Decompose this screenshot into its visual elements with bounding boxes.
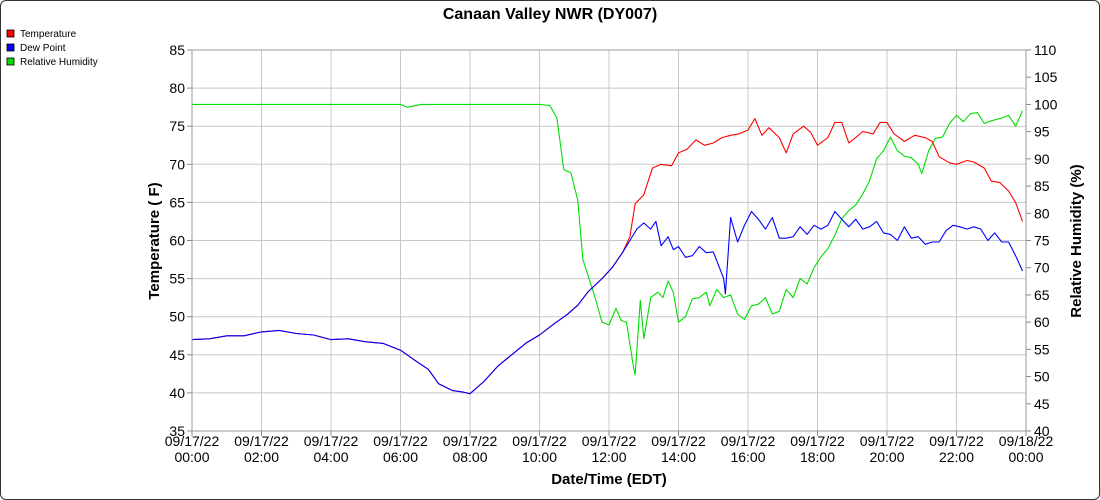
y2-tick-label: 60 xyxy=(1034,314,1050,330)
x-tick-label-time: 10:00 xyxy=(522,449,557,465)
y2-tick-label: 95 xyxy=(1034,124,1050,140)
y-tick-label: 50 xyxy=(169,309,185,325)
y-tick-label: 75 xyxy=(169,118,185,134)
y-tick-label: 55 xyxy=(169,271,185,287)
y-tick-label: 85 xyxy=(169,42,185,58)
y2-tick-label: 80 xyxy=(1034,205,1050,221)
x-tick-label-time: 12:00 xyxy=(591,449,626,465)
chart-title: Canaan Valley NWR (DY007) xyxy=(443,6,657,23)
y-axis-label: Temperature ( F) xyxy=(146,182,163,299)
y2-tick-label: 50 xyxy=(1034,369,1050,385)
y2-tick-label: 105 xyxy=(1034,69,1058,85)
y2-tick-label: 90 xyxy=(1034,151,1050,167)
x-tick-label-time: 14:00 xyxy=(661,449,696,465)
x-tick-label-time: 08:00 xyxy=(452,449,487,465)
x-tick-label-date: 09/17/22 xyxy=(512,433,567,449)
y2-tick-label: 110 xyxy=(1034,42,1057,58)
series-layer xyxy=(191,103,1024,395)
x-tick-label-time: 16:00 xyxy=(730,449,765,465)
x-tick-label-date: 09/17/22 xyxy=(860,433,915,449)
y2-tick-label: 85 xyxy=(1034,178,1050,194)
legend-entry: Relative Humidity xyxy=(20,57,98,68)
x-axis-label: Date/Time (EDT) xyxy=(551,471,667,488)
legend-entry: Dew Point xyxy=(20,43,66,54)
x-tick-label-date: 09/17/22 xyxy=(582,433,637,449)
x-tick-label-time: 00:00 xyxy=(1008,449,1043,465)
y2-axis-label: Relative Humidity (%) xyxy=(1068,164,1085,317)
x-tick-label-time: 02:00 xyxy=(244,449,279,465)
x-tick-label-date: 09/17/22 xyxy=(790,433,845,449)
x-tick-label-date: 09/17/22 xyxy=(443,433,498,449)
x-tick-label-date: 09/17/22 xyxy=(929,433,984,449)
legend-swatch xyxy=(6,43,15,52)
legend: Temperature Dew Point Relative Humidity xyxy=(6,29,98,68)
y-tick-label: 40 xyxy=(169,385,185,401)
x-tick-label-time: 20:00 xyxy=(869,449,904,465)
y2-tick-label: 55 xyxy=(1034,341,1050,357)
y2-tick-label: 40 xyxy=(1034,423,1050,439)
y2-tick-label: 70 xyxy=(1034,260,1050,276)
series-line-relative-humidity xyxy=(192,103,1024,376)
x-tick-label-date: 09/17/22 xyxy=(165,433,220,449)
y2-tick-label: 65 xyxy=(1034,287,1050,303)
x-tick-label-date: 09/17/22 xyxy=(721,433,776,449)
x-tick-label-time: 06:00 xyxy=(383,449,418,465)
legend-entry: Temperature xyxy=(20,29,77,40)
legend-swatch xyxy=(6,29,15,38)
axis-layer: 09/17/2200:0009/17/2202:0009/17/2204:000… xyxy=(165,42,1058,465)
x-tick-label-date: 09/17/22 xyxy=(651,433,706,449)
legend-swatch xyxy=(6,57,15,66)
x-tick-label-date: 09/17/22 xyxy=(234,433,289,449)
x-tick-label-date: 09/17/22 xyxy=(304,433,359,449)
plot-border xyxy=(191,49,1027,432)
y-tick-label: 70 xyxy=(169,156,185,172)
y-tick-label: 80 xyxy=(169,80,185,96)
x-tick-label-time: 04:00 xyxy=(313,449,348,465)
x-tick-label-time: 18:00 xyxy=(800,449,835,465)
x-tick-label-time: 22:00 xyxy=(939,449,974,465)
y-tick-label: 45 xyxy=(169,347,185,363)
y-tick-label: 35 xyxy=(169,423,185,439)
y2-tick-label: 45 xyxy=(1034,396,1050,412)
y-tick-label: 65 xyxy=(169,194,185,210)
y-tick-label: 60 xyxy=(169,233,185,249)
grid-layer xyxy=(191,49,1027,432)
x-tick-label-date: 09/18/22 xyxy=(999,433,1054,449)
x-tick-label-time: 00:00 xyxy=(174,449,209,465)
y2-tick-label: 75 xyxy=(1034,233,1050,249)
x-tick-label-date: 09/17/22 xyxy=(373,433,428,449)
series-line-dew-point xyxy=(191,210,1024,395)
y2-tick-label: 100 xyxy=(1034,96,1058,112)
